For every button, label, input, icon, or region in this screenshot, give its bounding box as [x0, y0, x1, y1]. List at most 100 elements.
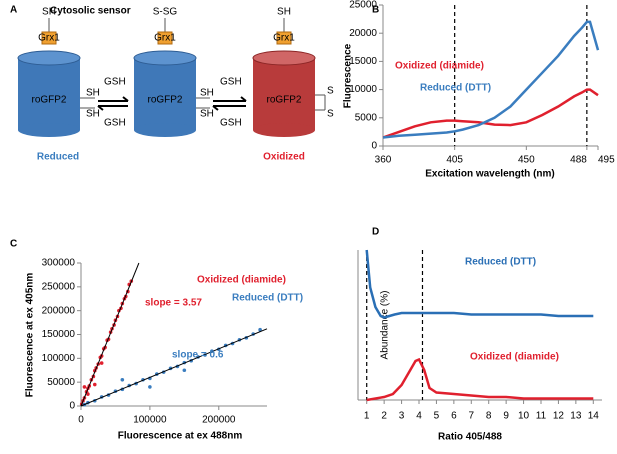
- y-axis-label: Abundance (%): [380, 291, 391, 360]
- panel-letter: C: [10, 239, 17, 250]
- series-line: [382, 20, 600, 139]
- y-tick-label: 20000: [349, 28, 377, 39]
- x-tick-label: 405: [446, 155, 463, 166]
- protein-label: roGFP2: [31, 95, 66, 106]
- x-axis-label: Ratio 405/488: [438, 432, 502, 443]
- enzyme-box: [41, 31, 57, 45]
- y-tick-label: 5000: [355, 112, 378, 123]
- y-tick-label: 25000: [349, 0, 377, 11]
- x-tick-label: 2: [381, 411, 387, 422]
- point: [120, 377, 125, 382]
- y-axis-label: Fluorescence at ex 405nm: [25, 273, 36, 398]
- x-tick-label: 4: [416, 411, 422, 422]
- series-line: [366, 357, 594, 402]
- x-tick-label: 6: [451, 411, 457, 422]
- x-tick-label: 488: [570, 155, 587, 166]
- cylinder-top: [252, 50, 316, 66]
- arrow: [97, 105, 128, 111]
- cylinder-top: [133, 50, 197, 66]
- diagram-title: Cytosolic sensor: [50, 6, 131, 17]
- panel-a: A Cytosolic sensor SH S-SG SH Grx1 G: [10, 5, 334, 163]
- series-label: Reduced (DTT): [232, 293, 303, 304]
- fit-label: slope = 3.57: [145, 298, 202, 309]
- protein-label: roGFP2: [147, 95, 182, 106]
- site-label: SH: [200, 88, 214, 99]
- series-label: Oxidized (diamide): [395, 61, 484, 72]
- x-tick-label: 8: [486, 411, 492, 422]
- y-tick-label: 10000: [349, 84, 377, 95]
- x-tick-label: 9: [503, 411, 509, 422]
- fit-line: [80, 262, 140, 407]
- series-label: Reduced (DTT): [465, 257, 536, 268]
- cylinder-bottom: [134, 123, 196, 137]
- series-line: [382, 88, 599, 139]
- point: [86, 392, 90, 396]
- panel-letter: D: [372, 227, 379, 238]
- y-tick-label: 150000: [42, 329, 76, 340]
- y-tick-label: 100000: [42, 353, 76, 364]
- arrow-label: GSH: [220, 118, 242, 129]
- x-tick-label: 495: [598, 155, 615, 166]
- y-tick-label: 250000: [42, 281, 76, 292]
- x-tick-label: 11: [536, 411, 547, 422]
- x-axis-label: Excitation wavelength (nm): [425, 169, 554, 180]
- series-label: Oxidized (diamide): [197, 275, 286, 286]
- cylinder-bottom: [18, 123, 80, 137]
- point: [182, 368, 187, 373]
- point: [99, 361, 104, 365]
- fit-label: slope = 0.6: [172, 350, 224, 361]
- point: [82, 385, 87, 389]
- arrow: [212, 105, 246, 111]
- panel-letter: B: [372, 5, 379, 16]
- x-tick-label: 13: [570, 411, 582, 422]
- cylinder: [134, 58, 196, 130]
- y-tick-label: 0: [69, 401, 75, 412]
- state-label: Oxidized: [263, 152, 305, 163]
- series-label: Oxidized (diamide): [470, 352, 559, 363]
- x-tick-label: 100000: [133, 415, 167, 426]
- site-label: S-SG: [153, 7, 178, 18]
- y-tick-label: 200000: [42, 305, 76, 316]
- cylinder-bottom: [253, 123, 315, 137]
- cylinder: [18, 58, 80, 130]
- enzyme-box: [157, 31, 173, 45]
- arrow-label: GSH: [104, 77, 126, 88]
- y-tick-label: 50000: [47, 377, 75, 388]
- x-tick-label: 5: [434, 411, 440, 422]
- arrow: [213, 96, 247, 102]
- enzyme-label: Grx1: [273, 33, 295, 44]
- x-tick-label: 450: [518, 155, 535, 166]
- point: [148, 385, 152, 389]
- x-tick-label: 360: [375, 155, 392, 166]
- x-tick-label: 0: [78, 415, 84, 426]
- y-tick-label: 0: [371, 141, 377, 152]
- x-tick-label: 12: [553, 411, 565, 422]
- chart-panel: B Excitation wavelength (nm) Fluorescence 0…: [343, 0, 615, 180]
- arrow: [98, 96, 129, 102]
- x-tick-label: 3: [399, 411, 405, 422]
- y-tick-label: 300000: [42, 258, 76, 269]
- arrow-label: GSH: [220, 77, 242, 88]
- y-axis-label: Fluorescence: [343, 43, 354, 108]
- chart-panel: C Fluorescence at ex 488nm Fluorescence at…: [10, 239, 303, 442]
- disulfide: [315, 94, 326, 111]
- y-tick-label: 15000: [349, 56, 377, 67]
- site-label: SH: [200, 109, 214, 120]
- site-label: SH: [42, 7, 56, 18]
- panel-letter: A: [10, 5, 17, 16]
- site-label: S: [327, 86, 334, 97]
- site-label: SH: [86, 88, 100, 99]
- series-label: Reduced (DTT): [420, 83, 491, 94]
- x-tick-label: 1: [364, 411, 370, 422]
- site-label: SH: [277, 7, 291, 18]
- enzyme-label: Grx1: [154, 33, 176, 44]
- x-tick-label: 10: [518, 411, 530, 422]
- x-tick-label: 200000: [202, 415, 236, 426]
- enzyme-label: Grx1: [38, 33, 60, 44]
- enzyme-box: [276, 31, 292, 45]
- cylinder-top: [17, 50, 81, 66]
- series-line: [365, 249, 594, 319]
- point: [92, 382, 97, 387]
